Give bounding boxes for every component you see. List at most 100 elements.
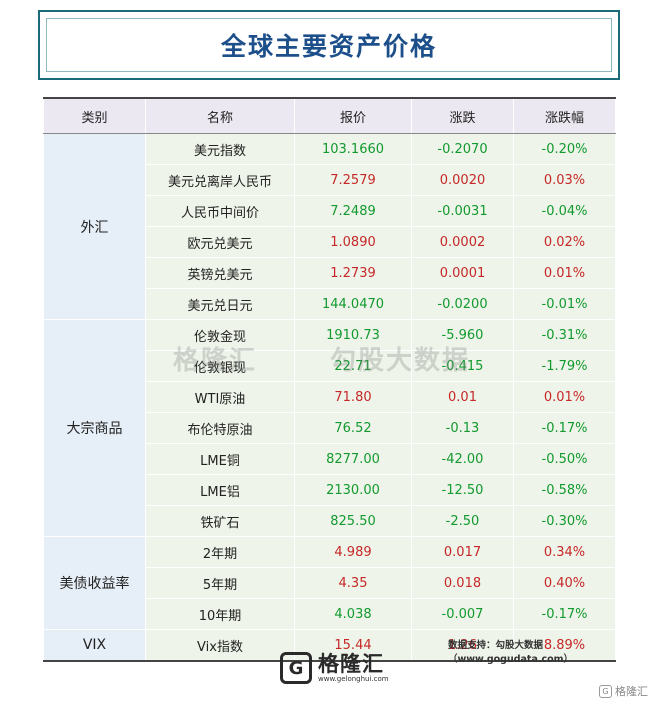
row-name: 铁矿石: [145, 505, 295, 537]
logo-name: 格隆汇: [318, 651, 384, 676]
logo-url: www.gelonghui.com: [318, 674, 389, 683]
row-change: 1.26: [411, 629, 514, 662]
table-row: 伦敦银现 22.71 -0.415 -1.79%: [44, 350, 616, 382]
row-change: 0.01: [411, 381, 514, 413]
row-change: -0.0200: [411, 288, 514, 320]
row-change: -0.0031: [411, 195, 514, 227]
row-price: 22.71: [294, 350, 412, 382]
table-header-row: 类别 名称 报价 涨跌 涨跌幅: [43, 97, 616, 134]
row-change: -0.2070: [411, 133, 514, 165]
row-change: -42.00: [411, 443, 514, 475]
logo-g-icon: G: [280, 652, 312, 684]
header-price: 报价: [294, 97, 412, 134]
row-change-pct: -0.20%: [513, 133, 616, 165]
category-fx: 外汇: [43, 133, 146, 320]
corner-watermark: G 格隆汇: [599, 683, 648, 699]
row-price: 825.50: [294, 505, 412, 537]
header-name: 名称: [145, 97, 295, 134]
row-price: 4.35: [294, 567, 412, 599]
row-price: 4.989: [294, 536, 412, 568]
row-change-pct: 0.02%: [513, 226, 616, 258]
row-change-pct: 0.01%: [513, 257, 616, 289]
row-change-pct: -0.01%: [513, 288, 616, 320]
row-change-pct: -0.30%: [513, 505, 616, 537]
row-name: 伦敦金现: [145, 319, 295, 351]
row-name: 欧元兑美元: [145, 226, 295, 258]
row-name: 伦敦银现: [145, 350, 295, 382]
table-row: LME铝 2130.00 -12.50 -0.58%: [44, 474, 616, 506]
row-change: 0.017: [411, 536, 514, 568]
row-change-pct: -0.17%: [513, 598, 616, 630]
table-row: 布伦特原油 76.52 -0.13 -0.17%: [44, 412, 616, 444]
table-row: 5年期 4.35 0.018 0.40%: [44, 567, 616, 599]
title-inner-frame: 全球主要资产价格: [46, 18, 612, 72]
row-price: 1910.73: [294, 319, 412, 351]
table-row: 英镑兑美元 1.2739 0.0001 0.01%: [44, 257, 616, 289]
row-price: 7.2489: [294, 195, 412, 227]
row-price: 71.80: [294, 381, 412, 413]
category-vix: VIX: [43, 629, 146, 662]
corner-label: 格隆汇: [615, 685, 648, 698]
asset-price-table: 类别 名称 报价 涨跌 涨跌幅 外汇 美元指数 103.1660 -0.2070…: [43, 97, 616, 662]
row-name: 英镑兑美元: [145, 257, 295, 289]
row-change: 0.018: [411, 567, 514, 599]
row-change: -0.13: [411, 412, 514, 444]
row-name: 美元兑离岸人民币: [145, 164, 295, 196]
row-name: WTI原油: [145, 381, 295, 413]
row-change: -0.007: [411, 598, 514, 630]
row-name: 10年期: [145, 598, 295, 630]
table-row: WTI原油 71.80 0.01 0.01%: [44, 381, 616, 413]
category-commodities: 大宗商品: [43, 319, 146, 537]
row-change: 0.0001: [411, 257, 514, 289]
row-change: 0.0020: [411, 164, 514, 196]
category-ust-yield: 美债收益率: [43, 536, 146, 630]
title-frame: 全球主要资产价格: [38, 10, 620, 80]
table-row: 大宗商品 伦敦金现 1910.73 -5.960 -0.31%: [43, 319, 616, 537]
row-name: LME铜: [145, 443, 295, 475]
row-change: 0.0002: [411, 226, 514, 258]
row-change-pct: 8.89%: [513, 629, 616, 662]
row-name: 5年期: [145, 567, 295, 599]
header-change-pct: 涨跌幅: [513, 97, 616, 134]
row-name: Vix指数: [145, 629, 295, 662]
row-change-pct: -0.58%: [513, 474, 616, 506]
row-name: 人民币中间价: [145, 195, 295, 227]
row-name: 美元指数: [145, 133, 295, 165]
table-row: 欧元兑美元 1.0890 0.0002 0.02%: [44, 226, 616, 258]
table-row: 美元兑离岸人民币 7.2579 0.0020 0.03%: [44, 164, 616, 196]
table-row: 外汇 美元指数 103.1660 -0.2070 -0.20%: [43, 133, 616, 320]
row-change: -12.50: [411, 474, 514, 506]
header-category: 类别: [43, 97, 146, 134]
row-change: -5.960: [411, 319, 514, 351]
row-price: 4.038: [294, 598, 412, 630]
row-name: 美元兑日元: [145, 288, 295, 320]
row-change-pct: -0.50%: [513, 443, 616, 475]
row-change-pct: -1.79%: [513, 350, 616, 382]
corner-g-icon: G: [599, 684, 612, 698]
row-change-pct: -0.04%: [513, 195, 616, 227]
row-price: 144.0470: [294, 288, 412, 320]
row-price: 1.2739: [294, 257, 412, 289]
row-name: 2年期: [145, 536, 295, 568]
row-change-pct: -0.31%: [513, 319, 616, 351]
row-change-pct: 0.03%: [513, 164, 616, 196]
page-title: 全球主要资产价格: [220, 32, 437, 61]
table-row: VIX Vix指数 15.44 1.26 8.89%: [43, 629, 616, 662]
row-price: 1.0890: [294, 226, 412, 258]
row-change: -0.415: [411, 350, 514, 382]
table-row: 美债收益率 2年期 4.989 0.017 0.34%: [43, 536, 616, 630]
row-change: -2.50: [411, 505, 514, 537]
row-name: 布伦特原油: [145, 412, 295, 444]
data-source-note: 数据支持：勾股大数据（www.gogudata.com）: [448, 640, 574, 665]
row-name: LME铝: [145, 474, 295, 506]
gelonghui-logo: G 格隆汇 www.gelonghui.com: [280, 650, 389, 686]
row-change-pct: -0.17%: [513, 412, 616, 444]
row-price: 15.44: [294, 629, 412, 662]
row-price: 7.2579: [294, 164, 412, 196]
row-change-pct: 0.01%: [513, 381, 616, 413]
row-price: 76.52: [294, 412, 412, 444]
row-change-pct: 0.34%: [513, 536, 616, 568]
row-price: 2130.00: [294, 474, 412, 506]
table-row: 10年期 4.038 -0.007 -0.17%: [44, 598, 616, 630]
table-row: 人民币中间价 7.2489 -0.0031 -0.04%: [44, 195, 616, 227]
